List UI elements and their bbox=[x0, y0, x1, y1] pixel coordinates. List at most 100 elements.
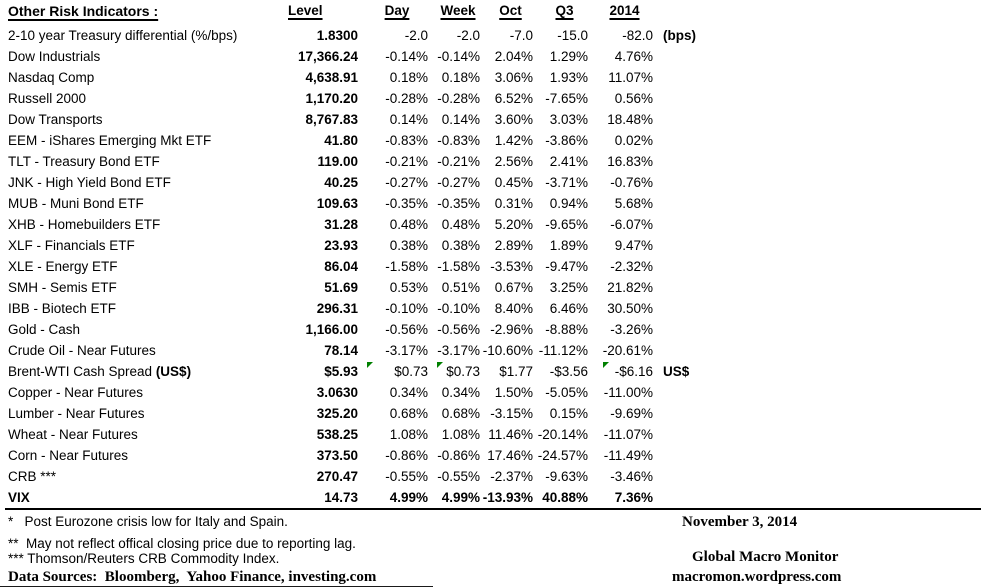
cell-q3: -15.0 bbox=[557, 28, 588, 43]
comment-flag-icon bbox=[437, 362, 443, 368]
cell-label: Corn - Near Futures bbox=[8, 448, 129, 463]
cell-q3: -24.57% bbox=[537, 448, 588, 463]
cell-y2014: -3.46% bbox=[610, 469, 653, 484]
table-row: 2-10 year Treasury differential (%/bps) 1… bbox=[8, 25, 725, 46]
cell-label: EEM - iShares Emerging Mkt ETF bbox=[8, 133, 212, 148]
cell-oct: 2.89% bbox=[494, 238, 533, 253]
cell-suffix bbox=[653, 256, 725, 277]
cell-label: Nasdaq Comp bbox=[8, 70, 95, 85]
cell-q3: 1.29% bbox=[549, 49, 588, 64]
cell-y2014: 21.82% bbox=[607, 280, 653, 295]
cell-week: -1.58% bbox=[437, 259, 480, 274]
cell-oct: 1.50% bbox=[494, 385, 533, 400]
cell-label: Lumber - Near Futures bbox=[8, 406, 145, 421]
cell-oct: 3.60% bbox=[494, 112, 533, 127]
cell-week: -0.83% bbox=[437, 133, 480, 148]
column-header-2014: 2014 bbox=[609, 3, 640, 18]
table-row: MUB - Muni Bond ETF 109.63 -0.35% -0.35% 0.3… bbox=[8, 193, 725, 214]
cell-oct: -7.0 bbox=[509, 28, 533, 43]
cell-q3: -5.05% bbox=[545, 385, 588, 400]
cell-level: 538.25 bbox=[316, 427, 358, 442]
cell-y2014: -2.32% bbox=[610, 259, 653, 274]
cell-level: 296.31 bbox=[316, 301, 358, 316]
cell-week: 0.34% bbox=[441, 385, 480, 400]
cell-level: 325.20 bbox=[316, 406, 358, 421]
table-title: Other Risk Indicators : bbox=[8, 3, 159, 19]
cell-label: XLF - Financials ETF bbox=[8, 238, 135, 253]
cell-week: -2.0 bbox=[456, 28, 480, 43]
cell-day: -0.21% bbox=[385, 154, 428, 169]
risk-indicators-table: Other Risk Indicators : Level Day Week O… bbox=[8, 2, 725, 508]
cell-suffix bbox=[653, 130, 725, 151]
cell-q3: -20.14% bbox=[537, 427, 588, 442]
column-header-q3: Q3 bbox=[555, 3, 574, 18]
cell-suffix bbox=[653, 46, 725, 67]
cell-label: SMH - Semis ETF bbox=[8, 280, 117, 295]
cell-suffix bbox=[653, 214, 725, 235]
cell-suffix bbox=[653, 424, 725, 445]
cell-suffix bbox=[653, 193, 725, 214]
footnote-1: * Post Eurozone crisis low for Italy and… bbox=[8, 514, 288, 529]
cell-level: $5.93 bbox=[324, 364, 358, 379]
cell-oct: 5.20% bbox=[494, 217, 533, 232]
cell-oct: 3.06% bbox=[494, 70, 533, 85]
cell-week: 0.51% bbox=[441, 280, 480, 295]
cell-y2014: 4.76% bbox=[614, 49, 653, 64]
table-row: SMH - Semis ETF 51.69 0.53% 0.51% 0.67% 3.25%… bbox=[8, 277, 725, 298]
cell-suffix bbox=[653, 151, 725, 172]
cell-label: VIX bbox=[8, 490, 30, 505]
cell-day: -0.28% bbox=[385, 91, 428, 106]
column-header-oct: Oct bbox=[499, 3, 522, 18]
cell-week: -0.35% bbox=[437, 196, 480, 211]
cell-level: 3.0630 bbox=[316, 385, 358, 400]
cell-label: XHB - Homebuilders ETF bbox=[8, 217, 161, 232]
cell-y2014: -$6.16 bbox=[588, 361, 653, 382]
cell-label: Gold - Cash bbox=[8, 322, 81, 337]
cell-y2014: 9.47% bbox=[614, 238, 653, 253]
cell-day: 0.68% bbox=[389, 406, 428, 421]
cell-day: -0.27% bbox=[385, 175, 428, 190]
table-body: 2-10 year Treasury differential (%/bps) 1… bbox=[8, 25, 725, 508]
cell-oct: 11.46% bbox=[488, 427, 533, 442]
cell-oct: 0.45% bbox=[494, 175, 533, 190]
cell-q3: 2.41% bbox=[549, 154, 588, 169]
cell-y2014: -82.0 bbox=[622, 28, 653, 43]
cell-week: -0.56% bbox=[437, 322, 480, 337]
table-row: XLE - Energy ETF 86.04 -1.58% -1.58% -3.53% -… bbox=[8, 256, 725, 277]
cell-level: 14.73 bbox=[324, 490, 358, 505]
cell-q3: 0.94% bbox=[549, 196, 588, 211]
cell-y2014: 7.36% bbox=[614, 490, 653, 505]
cell-suffix bbox=[653, 319, 725, 340]
cell-suffix bbox=[653, 277, 725, 298]
brand-name: Global Macro Monitor bbox=[692, 549, 839, 565]
cell-week: 0.48% bbox=[441, 217, 480, 232]
footnote-3: *** Thomson/Reuters CRB Commodity Index. bbox=[8, 551, 280, 566]
cell-label: Wheat - Near Futures bbox=[8, 427, 138, 442]
cell-day: 0.48% bbox=[389, 217, 428, 232]
report-date: November 3, 2014 bbox=[682, 514, 798, 530]
cell-suffix bbox=[653, 88, 725, 109]
column-header-week: Week bbox=[440, 3, 476, 18]
cell-y2014: -0.76% bbox=[610, 175, 653, 190]
divider-line bbox=[5, 508, 981, 510]
cell-q3: -9.47% bbox=[545, 259, 588, 274]
cell-oct: 8.40% bbox=[494, 301, 533, 316]
cell-week: -0.55% bbox=[437, 469, 480, 484]
cell-label: IBB - Biotech ETF bbox=[8, 301, 117, 316]
table-row: Copper - Near Futures 3.0630 0.34% 0.34% 1.5… bbox=[8, 382, 725, 403]
bottom-partial-line bbox=[0, 586, 433, 587]
cell-q3: 40.88% bbox=[542, 490, 588, 505]
data-sources-line: Data Sources: Bloomberg, Yahoo Finance, … bbox=[8, 569, 377, 585]
cell-day: -0.56% bbox=[385, 322, 428, 337]
column-header-day: Day bbox=[384, 3, 410, 18]
cell-suffix bbox=[653, 298, 725, 319]
cell-week: -0.21% bbox=[437, 154, 480, 169]
header-row: Other Risk Indicators : Level Day Week O… bbox=[8, 2, 725, 25]
cell-week: 1.08% bbox=[441, 427, 480, 442]
cell-label: TLT - Treasury Bond ETF bbox=[8, 154, 160, 169]
brand-url: macromon.wordpress.com bbox=[672, 569, 842, 585]
cell-label: Dow Transports bbox=[8, 112, 103, 127]
cell-label: Russell 2000 bbox=[8, 91, 87, 106]
cell-y2014: -11.07% bbox=[603, 427, 653, 442]
cell-suffix bbox=[653, 487, 725, 508]
